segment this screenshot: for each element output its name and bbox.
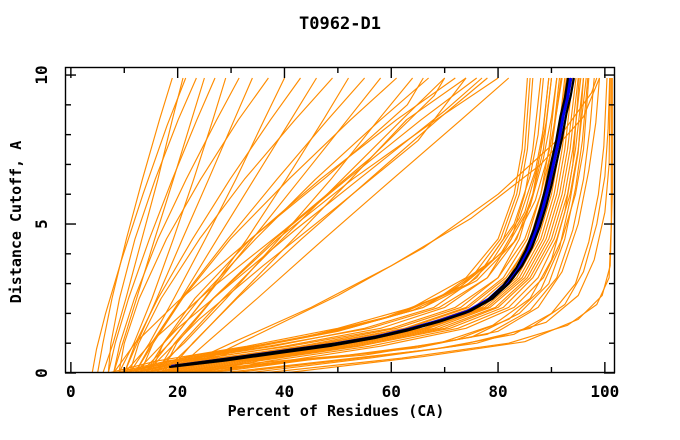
- models-orange-curve: [129, 77, 286, 373]
- models-orange-curve: [231, 77, 611, 373]
- models-orange-curve: [102, 77, 184, 373]
- x-tick-label: 60: [382, 382, 401, 401]
- model-curves-layer: [91, 77, 613, 373]
- axes-layer: 0 20 40 60 80 100 0 5 10: [32, 65, 619, 401]
- models-black-curve: [168, 77, 570, 369]
- models-orange-curve: [91, 77, 187, 373]
- models-orange-curve: [118, 77, 269, 373]
- models-orange-curve: [193, 77, 582, 373]
- y-tick-label: 0: [32, 368, 51, 378]
- x-tick-label: 20: [168, 382, 187, 401]
- y-tick-label: 5: [32, 219, 51, 229]
- models-orange-curve: [166, 77, 488, 373]
- x-tick-label: 80: [488, 382, 507, 401]
- models-orange-curve: [129, 77, 333, 373]
- chart-title: T0962-D1: [299, 14, 381, 34]
- models-orange-curve: [155, 77, 446, 373]
- models-orange-curve: [182, 77, 577, 373]
- models-orange-curve: [123, 77, 446, 373]
- models-orange-curve: [247, 77, 611, 373]
- x-tick-label: 100: [590, 382, 619, 401]
- x-tick-label: 40: [275, 382, 294, 401]
- x-axis-label: Percent of Residues (CA): [228, 402, 445, 420]
- models-orange-curve: [140, 77, 566, 373]
- models-orange-curve: [134, 77, 366, 373]
- models-orange-curve: [161, 77, 580, 373]
- x-tick-label: 0: [66, 382, 76, 401]
- y-tick-label: 10: [32, 65, 51, 84]
- models-orange-curve: [156, 77, 561, 373]
- models-orange-curve: [171, 77, 510, 373]
- models-orange-curve: [118, 77, 227, 373]
- models-orange-curve: [161, 77, 499, 373]
- models-orange-curve: [204, 77, 590, 373]
- models-orange-curve: [284, 78, 613, 373]
- models-orange-curve: [139, 77, 397, 373]
- models-orange-curve: [177, 77, 574, 373]
- plot-border: [64, 66, 616, 374]
- models-orange-curve: [113, 77, 424, 373]
- models-orange-curve: [209, 77, 587, 373]
- models-orange-curve: [134, 77, 483, 373]
- models-orange-curve: [124, 77, 544, 373]
- models-orange-curve: [150, 77, 414, 373]
- models-orange-curve: [172, 77, 572, 373]
- models-orange-curve: [97, 77, 173, 373]
- y-axis-label: Distance Cutoff, A: [7, 141, 25, 304]
- models-orange-curve: [113, 77, 205, 373]
- models-orange-curve: [113, 77, 240, 373]
- models-orange-curve: [108, 77, 528, 373]
- models-orange-curve: [145, 77, 467, 373]
- models-orange-curve: [188, 77, 579, 373]
- models-orange-curve: [124, 77, 534, 373]
- models-orange-curve: [209, 77, 601, 373]
- models-orange-curve: [145, 77, 382, 373]
- models-orange-curve: [129, 77, 558, 373]
- models-orange-curve: [123, 77, 253, 373]
- models-orange-curve: [107, 77, 197, 373]
- models-orange-curve: [107, 77, 216, 373]
- models-black-curve: [174, 77, 575, 367]
